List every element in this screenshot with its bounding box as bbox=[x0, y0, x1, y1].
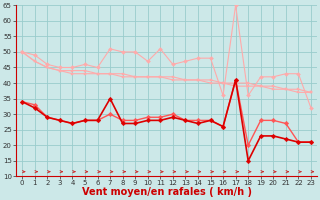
X-axis label: Vent moyen/en rafales ( km/h ): Vent moyen/en rafales ( km/h ) bbox=[82, 187, 252, 197]
